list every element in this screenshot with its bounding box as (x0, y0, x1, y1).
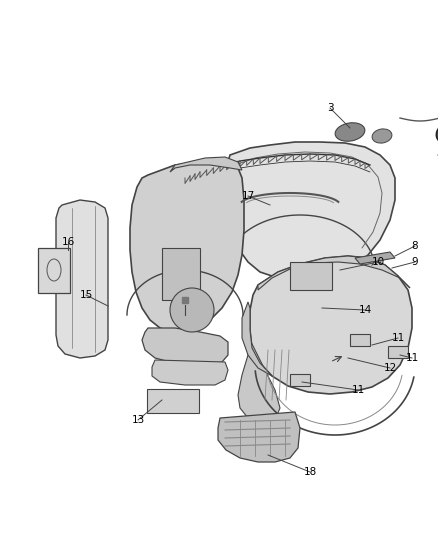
Polygon shape (170, 157, 242, 172)
Text: 14: 14 (358, 305, 371, 315)
Text: 9: 9 (412, 257, 418, 267)
Polygon shape (218, 412, 300, 462)
FancyBboxPatch shape (38, 248, 70, 293)
Text: 17: 17 (241, 191, 254, 201)
Text: 3: 3 (327, 103, 333, 113)
Text: 15: 15 (79, 290, 92, 300)
Text: 8: 8 (412, 241, 418, 251)
Polygon shape (355, 252, 395, 264)
Polygon shape (258, 256, 410, 290)
Polygon shape (142, 328, 228, 365)
FancyBboxPatch shape (350, 334, 370, 346)
FancyBboxPatch shape (388, 346, 408, 358)
Text: 13: 13 (131, 415, 145, 425)
Polygon shape (242, 302, 272, 376)
Polygon shape (250, 256, 412, 394)
FancyBboxPatch shape (290, 374, 310, 386)
FancyBboxPatch shape (147, 389, 199, 413)
Text: 10: 10 (371, 257, 385, 267)
FancyBboxPatch shape (290, 262, 332, 290)
Ellipse shape (436, 119, 438, 145)
Text: 11: 11 (406, 353, 419, 363)
Text: 18: 18 (304, 467, 317, 477)
Polygon shape (226, 142, 395, 280)
Polygon shape (130, 162, 244, 332)
Ellipse shape (372, 129, 392, 143)
FancyBboxPatch shape (162, 248, 200, 300)
Text: 16: 16 (61, 237, 74, 247)
Polygon shape (238, 340, 280, 424)
Text: 11: 11 (351, 385, 364, 395)
Text: 12: 12 (383, 363, 397, 373)
Text: 11: 11 (392, 333, 405, 343)
Circle shape (170, 288, 214, 332)
Polygon shape (152, 360, 228, 385)
Ellipse shape (335, 123, 365, 141)
Polygon shape (56, 200, 108, 358)
